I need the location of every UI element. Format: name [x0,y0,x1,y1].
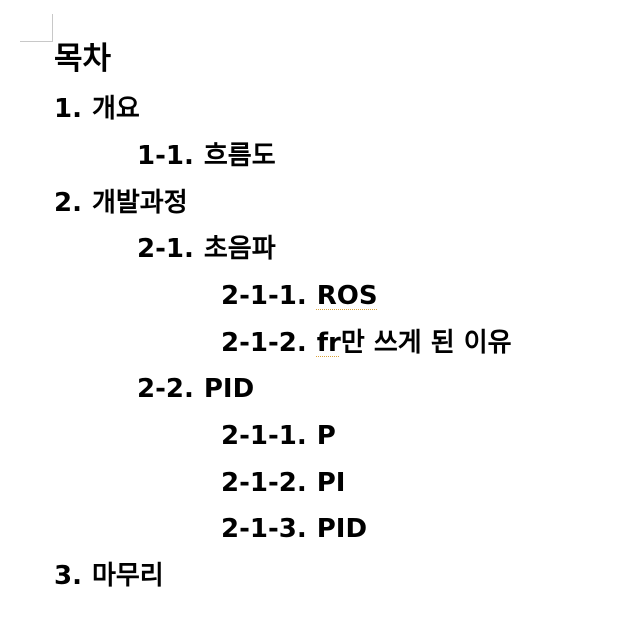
toc-entry-2-1-2-pi: 2-1-2. PI [221,467,345,499]
toc-text: 만 쓰게 된 이유 [340,328,512,358]
toc-text: 흐름도 [203,141,276,171]
toc-entry-2-1-2-fr: 2-1-2. fr만 쓰게 된 이유 [221,327,512,359]
toc-number: 2. [54,188,82,218]
toc-text-spellcheck: ROS [316,281,378,311]
toc-number: 3. [54,561,82,591]
toc-text: 초음파 [203,234,276,264]
toc-entry-1-1: 1-1. 흐름도 [137,140,276,172]
toc-text: 개발과정 [91,188,188,218]
toc-entry-2-1-3-pid: 2-1-3. PID [221,513,367,545]
toc-entry-2-1: 2-1. 초음파 [137,233,276,265]
toc-entry-2-2: 2-2. PID [137,373,254,405]
toc-title: 목차 [54,41,112,77]
toc-number: 2-1-2. [221,468,307,498]
toc-entry-1: 1. 개요 [54,93,140,125]
toc-text: 마무리 [91,561,164,591]
toc-number: 2-1-3. [221,514,307,544]
toc-number: 2-1. [137,234,194,264]
toc-number: 1-1. [137,141,194,171]
toc-number: 2-2. [137,374,194,404]
toc-number: 2-1-1. [221,421,307,451]
toc-entry-2-1-1-p: 2-1-1. P [221,420,336,452]
toc-number: 2-1-1. [221,281,307,311]
toc-number: 1. [54,94,82,124]
toc-text: PID [203,374,255,404]
toc-entry-2-1-1-ros: 2-1-1. ROS [221,280,378,312]
toc-text: 개요 [91,94,140,124]
toc-number: 2-1-2. [221,328,307,358]
toc-text: PID [316,514,368,544]
page-corner-mark [20,14,53,42]
toc-text-spellcheck: fr [316,328,341,358]
toc-text: PI [316,468,346,498]
toc-entry-2: 2. 개발과정 [54,187,188,219]
toc-text: P [316,421,336,451]
toc-entry-3: 3. 마무리 [54,560,164,592]
